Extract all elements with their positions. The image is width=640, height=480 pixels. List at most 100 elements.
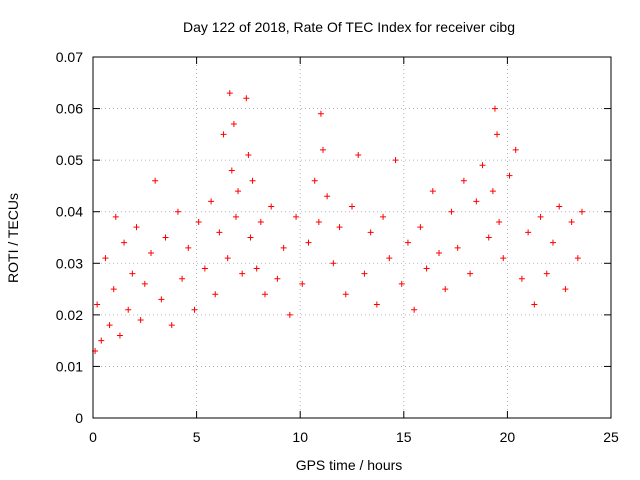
x-tick-label: 25 xyxy=(603,429,619,445)
y-tick-label: 0.07 xyxy=(56,49,83,65)
data-point xyxy=(336,224,343,231)
data-point xyxy=(235,188,242,195)
data-point xyxy=(543,270,550,277)
data-point xyxy=(274,275,281,282)
data-point xyxy=(125,306,132,313)
data-point xyxy=(537,213,544,220)
data-point xyxy=(249,177,256,184)
data-point xyxy=(373,301,380,308)
data-point xyxy=(185,244,192,251)
data-point xyxy=(311,177,318,184)
data-point xyxy=(152,177,159,184)
data-point xyxy=(494,131,501,138)
data-point xyxy=(305,239,312,246)
data-point xyxy=(232,213,239,220)
data-point xyxy=(367,229,374,236)
y-tick-label: 0.03 xyxy=(56,255,83,271)
data-point xyxy=(247,234,254,241)
data-point xyxy=(116,332,123,339)
data-point xyxy=(442,286,449,293)
data-point xyxy=(253,265,260,272)
data-point xyxy=(137,317,144,324)
data-point xyxy=(386,255,393,262)
data-point xyxy=(485,234,492,241)
data-point xyxy=(261,291,268,298)
data-point xyxy=(243,95,250,102)
data-point xyxy=(179,275,186,282)
data-point xyxy=(317,110,324,117)
data-point xyxy=(531,301,538,308)
grid-layer xyxy=(93,57,611,418)
data-point xyxy=(195,219,202,226)
data-point xyxy=(467,270,474,277)
data-point xyxy=(496,219,503,226)
data-point xyxy=(212,291,219,298)
data-point xyxy=(110,286,117,293)
data-point xyxy=(525,229,532,236)
data-point xyxy=(280,244,287,251)
data-point xyxy=(417,224,424,231)
x-tick-label: 20 xyxy=(500,429,516,445)
data-point xyxy=(319,146,326,153)
data-point xyxy=(574,255,581,262)
data-point xyxy=(228,167,235,174)
data-point xyxy=(404,239,411,246)
data-point xyxy=(191,306,198,313)
data-point xyxy=(436,249,443,256)
data-point xyxy=(491,105,498,112)
data-point xyxy=(361,270,368,277)
data-point xyxy=(454,244,461,251)
x-axis-label: GPS time / hours xyxy=(296,457,403,473)
data-point xyxy=(429,188,436,195)
y-axis-label: ROTI / TECUs xyxy=(5,193,21,283)
data-point xyxy=(168,322,175,329)
data-point xyxy=(342,291,349,298)
y-tick-label: 0.02 xyxy=(56,307,83,323)
data-point xyxy=(411,306,418,313)
data-point xyxy=(578,208,585,215)
data-point xyxy=(549,239,556,246)
data-point xyxy=(106,322,113,329)
data-point xyxy=(226,90,233,97)
data-point xyxy=(98,337,105,344)
data-point xyxy=(479,162,486,169)
data-point xyxy=(112,213,119,220)
data-point xyxy=(129,270,136,277)
x-tick-label: 10 xyxy=(292,429,308,445)
y-tick-label: 0.01 xyxy=(56,358,83,374)
data-point xyxy=(330,260,337,267)
x-tick-label: 15 xyxy=(396,429,412,445)
data-point xyxy=(216,229,223,236)
data-point xyxy=(473,198,480,205)
data-point xyxy=(286,311,293,318)
data-point xyxy=(245,151,252,158)
data-point xyxy=(201,265,208,272)
plot-frame xyxy=(92,56,612,419)
data-point xyxy=(239,270,246,277)
data-point xyxy=(448,208,455,215)
data-point xyxy=(392,157,399,164)
data-point xyxy=(94,301,101,308)
data-point xyxy=(230,121,237,128)
data-point xyxy=(162,234,169,241)
data-point xyxy=(315,219,322,226)
x-tick-label: 0 xyxy=(89,429,97,445)
data-point xyxy=(268,203,275,210)
data-point xyxy=(460,177,467,184)
tick-layer: 0 0.01 0.02 0.03 0.04 0.05 0.06 0.07 0 5 10 15 20 25 xyxy=(56,49,619,445)
data-point xyxy=(556,203,563,210)
data-point xyxy=(349,203,355,210)
y-tick-label: 0 xyxy=(75,410,83,426)
data-point xyxy=(141,280,148,287)
data-point xyxy=(355,151,362,158)
data-point xyxy=(299,280,306,287)
data-point xyxy=(102,255,109,262)
data-point xyxy=(562,286,569,293)
y-tick-label: 0.05 xyxy=(56,152,83,168)
data-point xyxy=(174,208,181,215)
data-point xyxy=(423,265,430,272)
y-tick-label: 0.06 xyxy=(56,101,83,117)
data-point xyxy=(568,219,575,226)
data-point xyxy=(380,213,387,220)
